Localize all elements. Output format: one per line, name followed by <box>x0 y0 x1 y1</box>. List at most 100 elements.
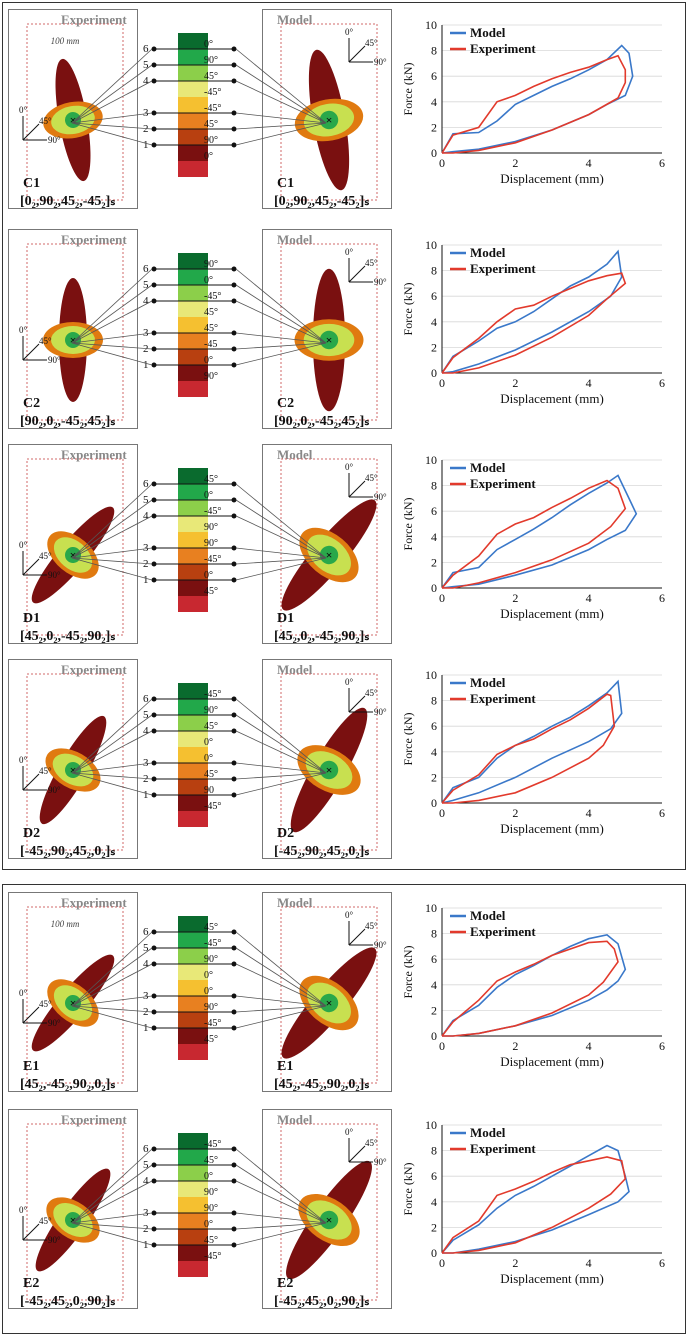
layer-dot <box>231 1178 237 1184</box>
layer-number: 1 <box>143 359 149 371</box>
axis-45deg-label: 45° <box>39 551 52 561</box>
layer-dot <box>151 142 157 148</box>
x-tick-label: 0 <box>439 1039 445 1053</box>
axis-0deg-label: 0° <box>345 462 354 472</box>
series-line-experiment <box>441 272 627 374</box>
y-axis-label: Force (kN) <box>401 498 415 551</box>
layer-number: 3 <box>143 1207 149 1219</box>
layer-dot <box>151 282 157 288</box>
layer-number: 6 <box>143 926 149 938</box>
layer-band <box>178 33 208 49</box>
layer-angle-label: 0° <box>204 39 213 50</box>
layer-dot <box>151 1025 157 1031</box>
legend-label: Model <box>470 675 506 690</box>
layer-dot <box>231 497 237 503</box>
x-tick-label: 4 <box>586 806 592 820</box>
x-tick-label: 0 <box>439 376 445 390</box>
layer-number: 1 <box>143 139 149 151</box>
experiment-ply-sequence: [45₂,0₂,-45₂,90₂]ₛ <box>20 629 116 644</box>
layer-dot <box>151 961 157 967</box>
axis-0deg-label: 0° <box>345 27 354 37</box>
model-ply-sequence: [-45₂,90₂,45₂,0₂]ₛ <box>274 844 370 859</box>
x-tick-label: 4 <box>586 591 592 605</box>
figure-frame-bottom <box>2 884 686 1334</box>
layer-angle-label: 45° <box>204 119 218 130</box>
axis-45deg <box>348 1145 366 1163</box>
layer-dot <box>151 46 157 52</box>
layer-dot <box>151 1162 157 1168</box>
layer-number: 3 <box>143 107 149 119</box>
layer-angle-label: 90° <box>204 259 218 270</box>
layer-dot <box>231 1009 237 1015</box>
impact-point-marker: × <box>326 333 333 347</box>
axis-45deg <box>22 558 40 576</box>
layer-band <box>178 811 208 827</box>
layer-number: 6 <box>143 263 149 275</box>
axis-0deg-label: 0° <box>19 988 28 998</box>
y-tick-label: 4 <box>431 315 437 329</box>
model-header: Model <box>277 12 313 27</box>
x-tick-label: 6 <box>659 806 665 820</box>
layer-number: 3 <box>143 327 149 339</box>
layer-band <box>178 980 208 996</box>
layer-number: 5 <box>143 942 149 954</box>
experiment-specimen-code: D2 <box>23 826 41 841</box>
y-tick-label: 8 <box>431 694 437 708</box>
layer-dot <box>231 481 237 487</box>
layer-number: 4 <box>143 1175 149 1187</box>
layer-band <box>178 596 208 612</box>
x-axis-label: Displacement (mm) <box>500 391 604 406</box>
model-header: Model <box>277 895 313 910</box>
layer-angle-label: 0° <box>204 970 213 981</box>
series-line-model <box>441 934 627 1037</box>
layer-angle-label: 45° <box>204 769 218 780</box>
layer-band <box>178 500 208 516</box>
series-line-model <box>441 679 623 804</box>
layer-angle-label: 0° <box>204 355 213 366</box>
layer-dot <box>231 110 237 116</box>
layer-band <box>178 145 208 161</box>
axis-0deg-label: 0° <box>19 755 28 765</box>
layer-number: 5 <box>143 709 149 721</box>
layer-dot <box>151 792 157 798</box>
layer-angle-label: 0° <box>204 1171 213 1182</box>
layer-angle-label: 45° <box>204 474 218 485</box>
layer-dot <box>151 266 157 272</box>
axis-0deg-label: 0° <box>19 1205 28 1215</box>
experiment-panel: Experiment × 0° 45° 90° D1 <box>8 444 138 644</box>
specimen-row: Experiment × 0° 45° 90° 100 mm E1 [45₂,-45₂,90₂… <box>0 888 688 1103</box>
layer-band <box>178 683 208 699</box>
layer-angle-label: 0° <box>204 1219 213 1230</box>
model-panel: Model × 0° 45° 90° D2 <box>262 659 392 859</box>
layer-dot <box>231 1242 237 1248</box>
x-tick-label: 2 <box>512 591 518 605</box>
layer-number: 5 <box>143 279 149 291</box>
x-tick-label: 2 <box>512 1039 518 1053</box>
x-tick-label: 6 <box>659 1256 665 1270</box>
axis-90deg-label: 90° <box>374 940 387 950</box>
x-axis-label: Displacement (mm) <box>500 821 604 836</box>
layer-angle-label: 90° <box>204 705 218 716</box>
layer-dot <box>151 945 157 951</box>
layer-dot <box>151 62 157 68</box>
axis-45deg <box>22 343 40 361</box>
series-line-model <box>441 474 638 589</box>
y-axis-label: Force (kN) <box>401 946 415 999</box>
layer-band <box>178 1044 208 1060</box>
y-axis-label: Force (kN) <box>401 283 415 336</box>
x-tick-label: 4 <box>586 1039 592 1053</box>
layer-dot <box>151 126 157 132</box>
layer-dot <box>231 346 237 352</box>
layer-dot <box>231 545 237 551</box>
legend-label: Experiment <box>470 691 536 706</box>
layer-number: 1 <box>143 1022 149 1034</box>
layer-dot <box>231 929 237 935</box>
series-line-model <box>441 44 634 154</box>
legend-label: Experiment <box>470 41 536 56</box>
layer-number: 1 <box>143 789 149 801</box>
layer-dot <box>231 513 237 519</box>
layer-band <box>178 516 208 532</box>
layer-number: 2 <box>143 558 149 570</box>
axis-0deg-label: 0° <box>345 910 354 920</box>
legend-label: Model <box>470 460 506 475</box>
